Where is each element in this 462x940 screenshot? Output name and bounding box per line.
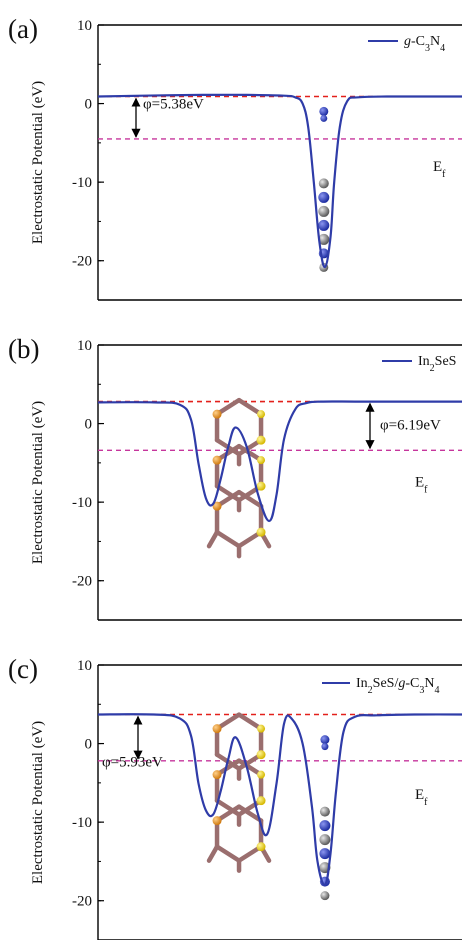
nitrogen-atom [320, 114, 328, 122]
legend-text-part: N [424, 676, 434, 691]
y-tick-label: -20 [72, 574, 92, 590]
panel-label: (a) [8, 14, 38, 44]
legend-text-part: In [418, 354, 430, 369]
y-tick-label: 0 [85, 417, 93, 433]
nitrogen-atom [321, 743, 329, 751]
fermi-subscript: f [424, 796, 428, 807]
sulfur-atom [256, 750, 266, 760]
chart-panel-a: (a) Electrostatic Potential (eV) 10 0 -10 -20… [8, 14, 462, 301]
sulfur-atom [257, 724, 266, 733]
panel-label: (b) [8, 334, 39, 364]
sulfur-atom [257, 770, 266, 779]
legend-text-part: 3 [425, 43, 430, 54]
nitrogen-atom [319, 106, 329, 116]
bond [214, 798, 242, 817]
bond [236, 489, 264, 509]
legend-text-part: 4 [440, 43, 445, 54]
work-function-label: φ=5.93eV [102, 755, 163, 771]
legend-text-part: 2 [430, 363, 435, 374]
bond [206, 844, 220, 863]
y-axis-label: Electrostatic Potential (eV) [30, 81, 46, 244]
carbon-atom [320, 891, 330, 901]
y-axis-label: Electrostatic Potential (eV) [30, 721, 46, 884]
work-function-label: φ=5.38eV [143, 97, 204, 113]
selenium-atom [212, 724, 222, 734]
legend-text-part: N [430, 34, 440, 49]
y-tick-label: -20 [72, 894, 92, 910]
fermi-label: Ef [433, 159, 446, 180]
y-tick-label: 10 [77, 338, 92, 354]
bond [206, 529, 220, 549]
sulfur-atom [256, 435, 266, 445]
work-function-label: φ=6.19eV [380, 418, 441, 434]
sulfur-atom [256, 527, 266, 537]
gc3n4-structure [318, 106, 330, 272]
selenium-atom [212, 816, 222, 826]
bond [236, 804, 264, 823]
nitrogen-atom [320, 735, 330, 745]
selenium-atom [212, 770, 222, 780]
bond [214, 844, 242, 863]
carbon-atom [318, 233, 330, 245]
legend-text-part: 4 [434, 685, 439, 696]
y-tick-label: 0 [85, 737, 93, 753]
sulfur-atom [256, 842, 266, 852]
legend-text-part: -C [405, 676, 419, 691]
sulfur-atom [256, 481, 266, 491]
carbon-atom [318, 178, 329, 189]
legend-text-part: g [404, 34, 411, 49]
potential-curve [97, 400, 462, 523]
fermi-label: Ef [415, 787, 428, 808]
chart-panel-c: (c) Electrostatic Potential (eV) 10 0 -10 -20… [8, 654, 462, 940]
nitrogen-atom [319, 820, 331, 832]
bond [236, 712, 264, 731]
legend-text-part: SeS/ [373, 676, 399, 691]
fermi-subscript: f [442, 168, 446, 179]
potential-curve [97, 713, 462, 887]
y-tick-label: 10 [77, 18, 92, 34]
y-tick-label: 0 [85, 97, 93, 113]
chart-panel-b: (b) Electrostatic Potential (eV) 10 0 -10 -20… [8, 334, 462, 621]
potential-curve [97, 93, 462, 269]
bond [236, 397, 264, 417]
fermi-label: Ef [415, 474, 428, 495]
y-tick-label: -20 [72, 254, 92, 270]
y-axis-label: Electrostatic Potential (eV) [30, 401, 46, 564]
legend-text-part: 2 [368, 685, 373, 696]
nitrogen-atom [319, 848, 331, 860]
sulfur-atom [257, 456, 266, 465]
legend-text-part: 3 [419, 685, 424, 696]
legend-text-part: SeS [435, 354, 457, 369]
legend-text-part: In [356, 676, 368, 691]
carbon-atom [319, 806, 330, 817]
bond [236, 758, 264, 777]
legend-text-part: g [398, 676, 405, 691]
bond [214, 529, 242, 549]
selenium-atom [212, 409, 222, 419]
nitrogen-atom [318, 191, 330, 203]
carbon-atom [319, 834, 331, 846]
carbon-atom [318, 205, 330, 217]
panel-label: (c) [8, 654, 38, 684]
y-tick-label: -10 [72, 495, 92, 511]
nitrogen-atom [318, 219, 330, 231]
legend-label: In2SeS/g-C3N4 [356, 676, 439, 696]
bond [214, 483, 242, 503]
y-tick-label: -10 [72, 815, 92, 831]
selenium-atom [212, 501, 222, 511]
fermi-subscript: f [424, 484, 428, 495]
in2ses-structure [206, 397, 272, 559]
y-tick-label: 10 [77, 658, 92, 674]
sulfur-atom [257, 410, 266, 419]
legend-text-part: -C [411, 34, 425, 49]
legend-label: g-C3N4 [404, 34, 445, 54]
in2ses-structure [206, 712, 272, 873]
y-tick-label: -10 [72, 175, 92, 191]
legend-label: In2SeS [418, 354, 456, 374]
selenium-atom [212, 455, 222, 465]
bond [236, 443, 264, 463]
sulfur-atom [256, 796, 266, 806]
